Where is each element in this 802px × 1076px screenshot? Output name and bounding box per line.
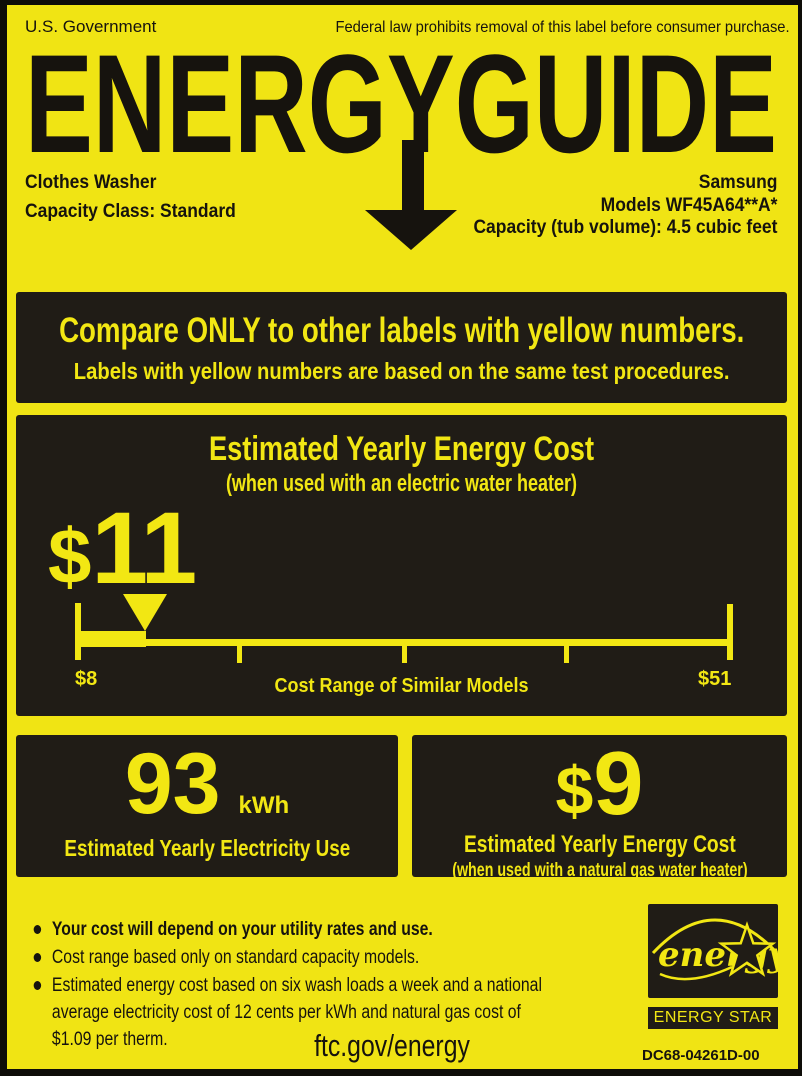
scale-min-label: $8 bbox=[75, 668, 98, 690]
footnote-1: Your cost will depend on your utility ra… bbox=[32, 916, 563, 943]
energy-star-logo: energy ENERGY STAR bbox=[648, 904, 790, 1029]
cost-currency: $ bbox=[48, 512, 92, 600]
gas-currency: $ bbox=[555, 753, 594, 829]
scale-max-label: $51 bbox=[698, 668, 732, 690]
product-info-left: Clothes Washer Capacity Class: Standard bbox=[25, 168, 236, 226]
footnote-3-text: Estimated energy cost based on six wash … bbox=[51, 975, 542, 1050]
product-capacity: Capacity (tub volume): 4.5 cubic feet bbox=[472, 217, 777, 238]
yearly-cost-value: $11 bbox=[48, 497, 197, 600]
energy-star-script: energy bbox=[658, 935, 778, 975]
cost-panel-title: Estimated Yearly Energy Cost bbox=[209, 430, 594, 468]
footnote-2: Cost range based only on standard capaci… bbox=[32, 944, 563, 971]
footnote-3: Estimated energy cost based on six wash … bbox=[32, 972, 563, 1053]
energy-star-caption: ENERGY STAR bbox=[653, 1009, 773, 1026]
electricity-unit: kWh bbox=[238, 792, 290, 819]
product-capacity-class: Capacity Class: Standard bbox=[25, 201, 236, 222]
cost-panel-subtitle: (when used with an electric water heater… bbox=[225, 470, 578, 497]
down-arrow-icon bbox=[365, 140, 457, 250]
energy-star-swash bbox=[659, 965, 733, 981]
product-models: Models WF45A64**A* bbox=[600, 194, 777, 216]
footnotes: Your cost will depend on your utility ra… bbox=[32, 916, 563, 1054]
star-icon bbox=[717, 921, 777, 977]
compare-panel: Compare ONLY to other labels with yellow… bbox=[16, 292, 787, 403]
gas-cost-sublabel: (when used with a natural gas water heat… bbox=[451, 860, 748, 881]
energy-star-emblem: energy bbox=[648, 904, 790, 998]
energyguide-logo: ENERGYGUIDE bbox=[25, 48, 777, 162]
electricity-value-row: 93 kWh bbox=[125, 741, 289, 827]
gas-value-row: $9 bbox=[556, 739, 644, 829]
electricity-value: 93 bbox=[124, 736, 221, 832]
footnote-1-text: Your cost will depend on your utility ra… bbox=[51, 919, 433, 940]
gas-cost-panel: $9 Estimated Yearly Energy Cost (when us… bbox=[412, 735, 787, 881]
yearly-cost-panel: Estimated Yearly Energy Cost (when used … bbox=[16, 415, 787, 716]
product-info-right: Samsung Models WF45A64**A* Capacity (tub… bbox=[473, 172, 777, 240]
gas-cost-label: Estimated Yearly Energy Cost bbox=[463, 831, 736, 858]
compare-subline: Labels with yellow numbers are based on … bbox=[73, 357, 730, 384]
government-text: U.S. Government bbox=[25, 17, 157, 36]
energy-star-caption-strip: ENERGY STAR bbox=[648, 1007, 778, 1029]
footnote-2-text: Cost range based only on standard capaci… bbox=[51, 947, 420, 968]
bullet-icon bbox=[33, 925, 42, 934]
bullet-icon bbox=[33, 953, 42, 962]
compare-headline: Compare ONLY to other labels with yellow… bbox=[58, 310, 745, 350]
bullet-icon bbox=[33, 981, 42, 990]
product-brand: Samsung bbox=[698, 172, 777, 193]
product-type: Clothes Washer bbox=[25, 172, 157, 193]
scale-caption: Cost Range of Similar Models bbox=[274, 675, 529, 697]
ftc-url: ftc.gov/energy bbox=[314, 1028, 470, 1063]
gas-number: 9 bbox=[593, 734, 644, 834]
energy-star-arc bbox=[651, 918, 779, 955]
electricity-use-panel: 93 kWh Estimated Yearly Electricity Use bbox=[16, 735, 398, 877]
cost-number: 11 bbox=[91, 491, 197, 605]
energyguide-logo-text: ENERGYGUIDE bbox=[25, 48, 777, 162]
federal-notice-text: Federal law prohibits removal of this la… bbox=[335, 19, 790, 36]
part-number: DC68-04261D-00 bbox=[642, 1047, 760, 1064]
electricity-label: Estimated Yearly Electricity Use bbox=[64, 835, 350, 861]
